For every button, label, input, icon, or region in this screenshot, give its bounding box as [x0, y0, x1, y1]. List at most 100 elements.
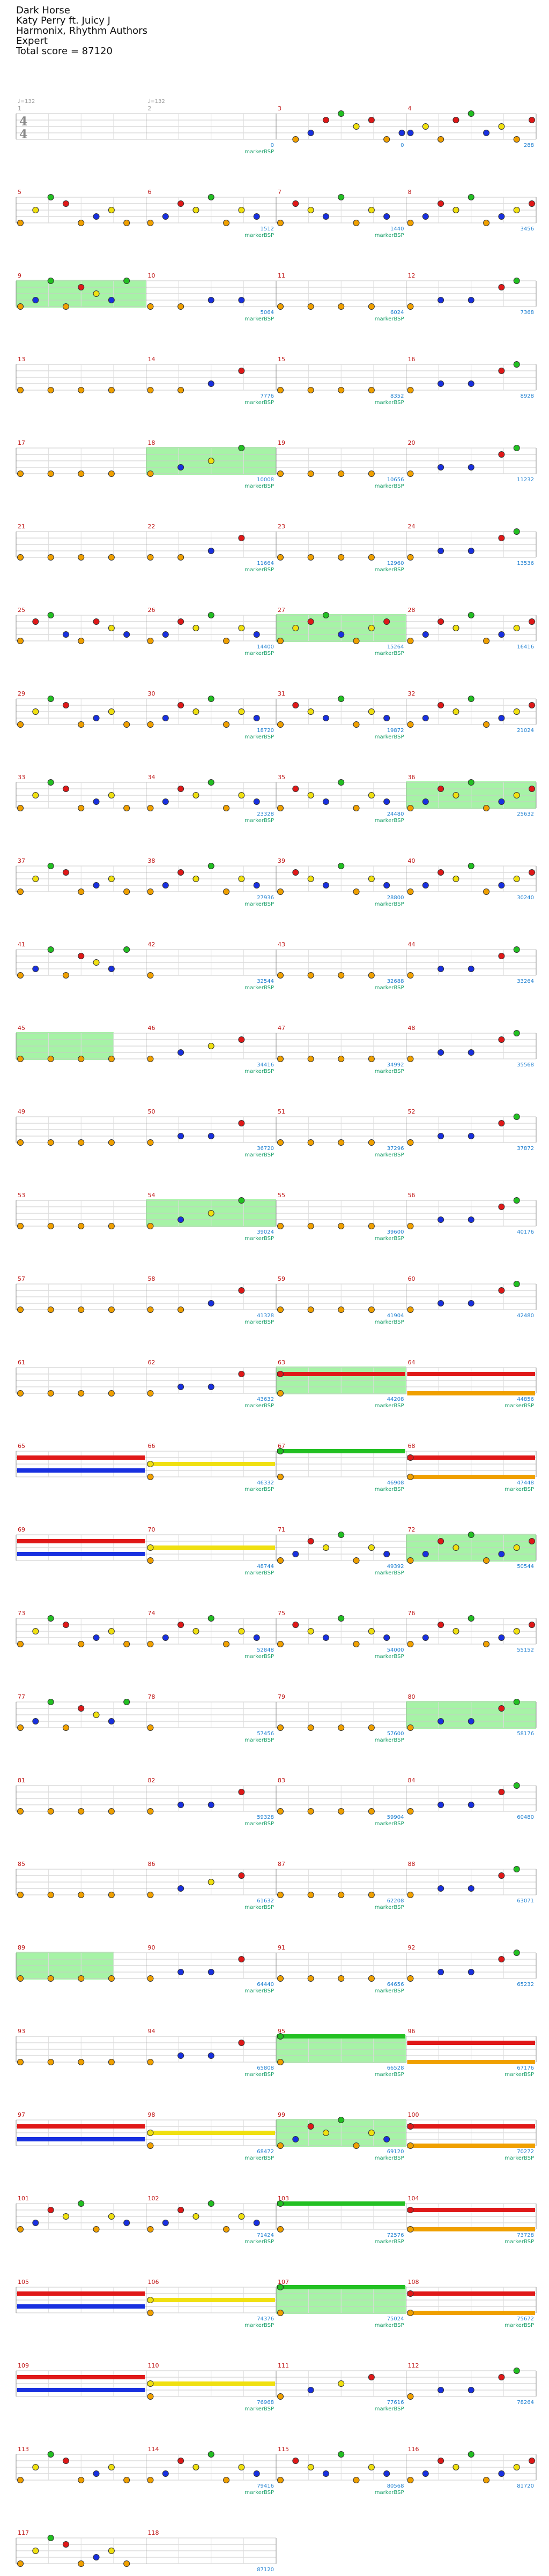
note-gem: [338, 2380, 345, 2387]
measure-number: 56: [408, 1192, 416, 1199]
note-gem: [498, 1120, 505, 1126]
note-gem: [177, 303, 184, 310]
note-gem: [177, 1622, 184, 1628]
measure-number: 91: [278, 1944, 285, 1951]
measure-number: 118: [148, 2529, 159, 2536]
note-gem: [147, 2297, 154, 2303]
note-gem: [223, 721, 230, 728]
note-gem: [162, 882, 169, 888]
note-gem: [17, 303, 24, 310]
note-gem: [223, 2226, 230, 2232]
note-gem: [307, 972, 314, 979]
section-marker: markerBSP: [375, 1236, 404, 1242]
note-gem: [123, 278, 130, 284]
note-gem: [177, 618, 184, 625]
measure-score: 87120: [257, 2567, 274, 2573]
measure-score: 41904: [387, 1313, 404, 1319]
note-gem: [253, 1634, 260, 1641]
note-gem: [277, 303, 284, 310]
note-gem: [207, 1879, 214, 1885]
note-gem: [529, 117, 535, 123]
note-gem: [17, 888, 24, 895]
note-gem: [78, 2200, 85, 2207]
note-gem: [78, 721, 85, 728]
measure-score: 66528: [387, 2065, 404, 2071]
note-gem: [529, 2458, 535, 2464]
measure-number: 75: [278, 1610, 285, 1617]
note-gem: [78, 1705, 85, 1712]
note-gem: [513, 1030, 520, 1036]
note-gem: [207, 696, 214, 702]
measure-number: 97: [18, 2111, 25, 2118]
note-gem: [383, 618, 390, 625]
note-gem: [407, 2123, 414, 2130]
note-gem: [322, 715, 329, 721]
measure-number: 48: [408, 1025, 416, 1032]
note-gem: [338, 1139, 345, 1146]
note-gem: [353, 888, 360, 895]
measure-score: 67176: [517, 2065, 534, 2071]
note-gem: [277, 1390, 284, 1397]
measure-score: 65808: [257, 2065, 274, 2071]
measure-number: 84: [408, 1777, 416, 1784]
note-gem: [383, 1634, 390, 1641]
note-gem: [437, 702, 444, 708]
note-gem: [468, 966, 474, 972]
section-marker: markerBSP: [244, 2490, 274, 2496]
sustain-bar: [17, 2137, 145, 2141]
note-gem: [177, 554, 184, 561]
measure-number: 61: [18, 1359, 25, 1366]
measure-number: 44: [408, 941, 416, 948]
note-gem: [123, 2560, 130, 2567]
note-gem: [17, 2059, 24, 2065]
note-gem: [108, 2213, 115, 2220]
section-marker: markerBSP: [244, 2323, 274, 2328]
note-gem: [207, 548, 214, 554]
note-gem: [207, 1615, 214, 1622]
measure-number: 70: [148, 1526, 155, 1533]
measure-score: 16416: [517, 644, 534, 650]
note-gem: [277, 1371, 284, 1377]
note-gem: [353, 2477, 360, 2483]
note-gem: [62, 702, 69, 708]
section-marker: markerBSP: [375, 651, 404, 656]
time-signature-top: 4: [19, 115, 27, 129]
section-marker: markerBSP: [244, 1319, 274, 1325]
measure-number: 73: [18, 1610, 25, 1617]
measure-number: 117: [18, 2529, 29, 2536]
sustain-bar: [277, 1449, 405, 1453]
section-marker: markerBSP: [375, 1319, 404, 1325]
sustain-bar: [17, 2304, 145, 2309]
measure-number: 2: [148, 105, 152, 112]
measure-score: 42480: [517, 1313, 534, 1319]
measure-score: 44208: [387, 1397, 404, 1402]
note-gem: [123, 888, 130, 895]
note-gem: [17, 1223, 24, 1229]
note-gem: [422, 123, 429, 130]
section-marker: markerBSP: [375, 1737, 404, 1743]
measure-score: 46332: [257, 1480, 274, 1486]
note-gem: [47, 1615, 54, 1622]
measure-number: 105: [18, 2279, 29, 2286]
section-marker: markerBSP: [375, 2406, 404, 2412]
measure-score: 28800: [387, 895, 404, 901]
note-gem: [368, 387, 375, 393]
note-gem: [368, 876, 375, 882]
section-marker: markerBSP: [375, 483, 404, 489]
note-gem: [47, 1808, 54, 1815]
note-gem: [277, 2142, 284, 2149]
note-gem: [437, 618, 444, 625]
note-gem: [407, 1139, 414, 1146]
measure-number: 42: [148, 941, 155, 948]
note-gem: [513, 136, 520, 143]
sustain-bar: [147, 1462, 275, 1466]
measure-score: 59328: [257, 1815, 274, 1820]
note-gem: [17, 220, 24, 226]
note-gem: [238, 1628, 245, 1634]
note-gem: [513, 1782, 520, 1789]
note-gem: [238, 2213, 245, 2220]
measure-score: 39024: [257, 1229, 274, 1235]
measure-score: 59904: [387, 1815, 404, 1820]
note-gem: [422, 882, 429, 888]
note-gem: [407, 220, 414, 226]
